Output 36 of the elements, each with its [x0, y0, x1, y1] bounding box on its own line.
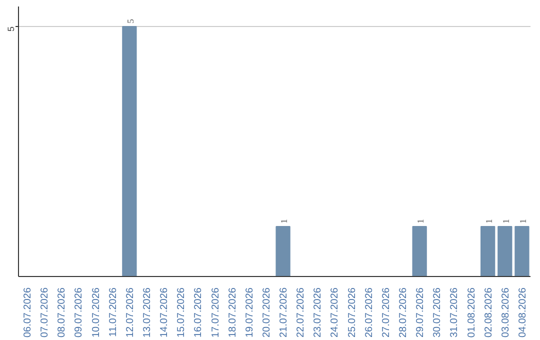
x-tick-label: 19.07.2026 — [244, 287, 256, 338]
x-tick-label: 25.07.2026 — [346, 287, 358, 338]
x-tick-label: 04.08.2026 — [517, 287, 528, 338]
data-label: 1 — [416, 219, 426, 224]
x-tick-label: 20.07.2026 — [261, 287, 272, 338]
x-tick-label: 08.07.2026 — [56, 287, 68, 338]
x-tick-label: 21.07.2026 — [278, 287, 290, 338]
x-tick-label: 27.07.2026 — [380, 287, 392, 338]
data-label: 1 — [484, 219, 494, 224]
x-tick-label: 01.08.2026 — [466, 287, 478, 338]
x-tick-label: 16.07.2026 — [193, 287, 204, 338]
x-tick-label: 13.07.2026 — [142, 287, 153, 338]
x-tick-label: 11.07.2026 — [108, 287, 119, 337]
x-tick-label: 24.07.2026 — [330, 287, 341, 338]
x-tick-label: 18.07.2026 — [227, 287, 238, 338]
x-tick-label: 31.07.2026 — [449, 287, 460, 338]
data-label: 1 — [518, 219, 528, 224]
data-label: 1 — [500, 219, 511, 224]
x-tick-label: 17.07.2026 — [210, 287, 222, 338]
x-tick-label: 12.07.2026 — [124, 287, 136, 338]
x-tick-label: 06.07.2026 — [22, 287, 34, 338]
data-label: 1 — [279, 219, 290, 224]
x-tick-label: 07.07.2026 — [40, 287, 51, 338]
x-tick-label: 02.08.2026 — [483, 287, 494, 338]
x-tick-label: 28.07.2026 — [398, 287, 409, 338]
x-tick-label: 03.08.2026 — [500, 287, 512, 338]
x-tick-label: 26.07.2026 — [364, 287, 375, 338]
x-tick-label: 15.07.2026 — [176, 287, 188, 338]
x-tick-label: 14.07.2026 — [159, 287, 170, 338]
x-tick-label: 23.07.2026 — [312, 287, 324, 338]
data-label: 5 — [125, 18, 136, 24]
x-tick-label: 29.07.2026 — [415, 287, 426, 338]
x-tick-label: 22.07.2026 — [296, 287, 307, 338]
x-tick-label: 09.07.2026 — [74, 287, 85, 338]
x-tick-label: 10.07.2026 — [90, 287, 102, 338]
x-tick-label: 30.07.2026 — [432, 287, 444, 338]
